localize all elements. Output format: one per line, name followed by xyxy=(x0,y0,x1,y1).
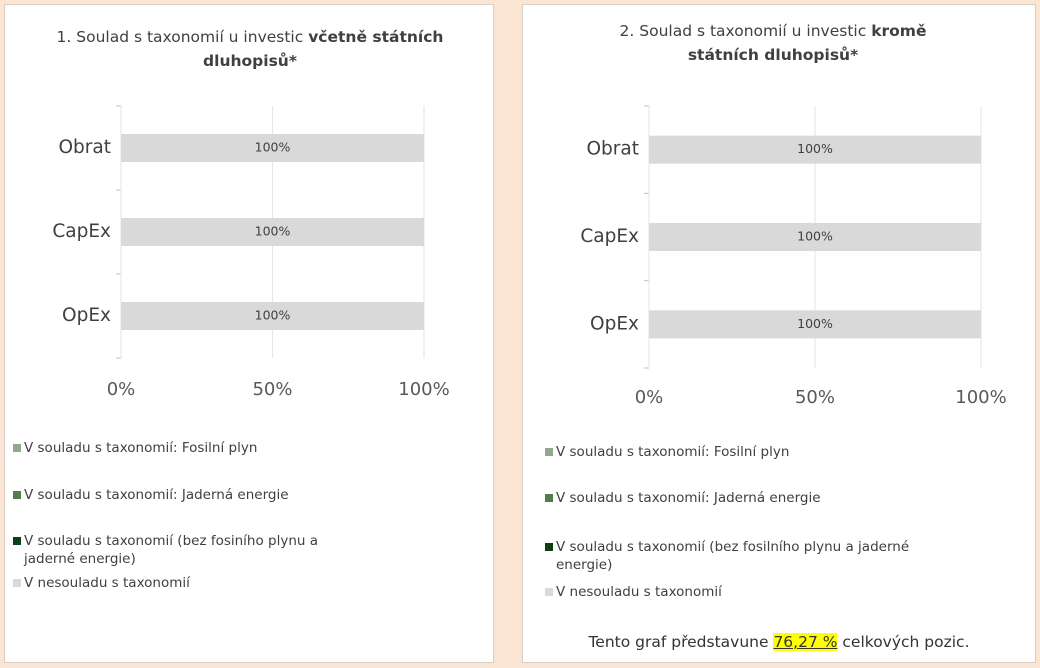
legend-label: V souladu s taxonomií: Fosilní plyn xyxy=(556,444,790,460)
data-label: 100% xyxy=(797,229,833,244)
legend-label: V nesouladu s taxonomií xyxy=(24,575,190,591)
legend-swatch xyxy=(545,588,553,596)
legend-label: V souladu s taxonomií (bez fosiního plyn… xyxy=(24,533,319,567)
legend-item: V souladu s taxonomií: Fosilní plyn xyxy=(13,439,364,457)
legend-item: V souladu s taxonomií: Jaderná energie xyxy=(545,489,956,507)
legend-label: V souladu s taxonomií: Jaderná energie xyxy=(556,490,821,506)
legend-label: V souladu s taxonomií: Fosilní plyn xyxy=(24,440,258,456)
category-label: CapEx xyxy=(52,221,111,242)
chart-title: 2. Soulad s taxonomií u investic kromě s… xyxy=(583,19,963,67)
category-label: CapEx xyxy=(580,226,639,247)
bar-segment xyxy=(121,218,424,246)
legend-label: V souladu s taxonomií (bez fosilního ply… xyxy=(556,539,910,573)
legend-item: V nesouladu s taxonomií xyxy=(545,583,956,601)
legend-item: V souladu s taxonomií: Fosilní plyn xyxy=(545,443,956,461)
plot: 0% 50% 100% Obrat 100% CapEx 100% OpEx 100% xyxy=(52,105,450,400)
note-text: Tento graf představune xyxy=(588,633,769,651)
data-label: 100% xyxy=(797,141,833,156)
legend-swatch xyxy=(545,494,553,502)
data-label: 100% xyxy=(255,224,291,239)
plot: 0% 50% 100% Obrat 100% CapEx 100% OpEx 100% xyxy=(580,105,1007,408)
title-bold: včetně státních dluhopisů* xyxy=(203,28,444,70)
legend-swatch xyxy=(13,491,21,499)
category-label: OpEx xyxy=(62,305,111,326)
highlight: 76,27 % xyxy=(773,633,838,651)
data-label: 100% xyxy=(797,316,833,331)
x-tick-label: 0% xyxy=(107,379,136,400)
bar-segment xyxy=(121,302,424,330)
legend-swatch xyxy=(13,444,21,452)
data-label: 100% xyxy=(255,140,291,155)
x-tick-label: 100% xyxy=(398,379,449,400)
chart-panel: 2. Soulad s taxonomií u investic kromě s… xyxy=(522,4,1036,663)
note: Tento graf představune 76,27 % celkových… xyxy=(523,633,1035,651)
legend-item: V souladu s taxonomií: Jaderná energie xyxy=(13,486,364,504)
bar-segment xyxy=(649,310,981,339)
chart-title: 1. Soulad s taxonomií u investic včetně … xyxy=(45,25,455,73)
category-label: Obrat xyxy=(58,137,111,158)
legend-item: V nesouladu s taxonomií xyxy=(13,574,364,592)
legend-swatch xyxy=(13,579,21,587)
x-tick-label: 50% xyxy=(252,379,292,400)
x-tick-label: 50% xyxy=(795,387,835,408)
title-text: 1. Soulad s taxonomií u investic xyxy=(56,28,304,46)
legend-swatch xyxy=(13,537,21,545)
legend-label: V souladu s taxonomií: Jaderná energie xyxy=(24,487,289,503)
x-tick-label: 0% xyxy=(635,387,664,408)
data-label: 100% xyxy=(255,308,291,323)
bar-segment xyxy=(649,135,981,164)
legend-item: V souladu s taxonomií (bez fosilního ply… xyxy=(545,538,956,574)
x-tick-label: 100% xyxy=(955,387,1006,408)
legend-swatch xyxy=(545,543,553,551)
chart-panel: 1. Soulad s taxonomií u investic včetně … xyxy=(4,4,494,663)
legend-label: V nesouladu s taxonomií xyxy=(556,584,722,600)
category-label: OpEx xyxy=(590,313,639,334)
bar-segment xyxy=(121,134,424,162)
category-label: Obrat xyxy=(586,139,639,160)
title-bold: kromě státních dluhopisů* xyxy=(687,22,927,64)
title-text: 2. Soulad s taxonomií u investic xyxy=(619,22,867,40)
note-text: celkových pozic. xyxy=(842,633,970,651)
legend-swatch xyxy=(545,448,553,456)
bar-segment xyxy=(649,223,981,251)
legend-item: V souladu s taxonomií (bez fosiního plyn… xyxy=(13,532,364,568)
